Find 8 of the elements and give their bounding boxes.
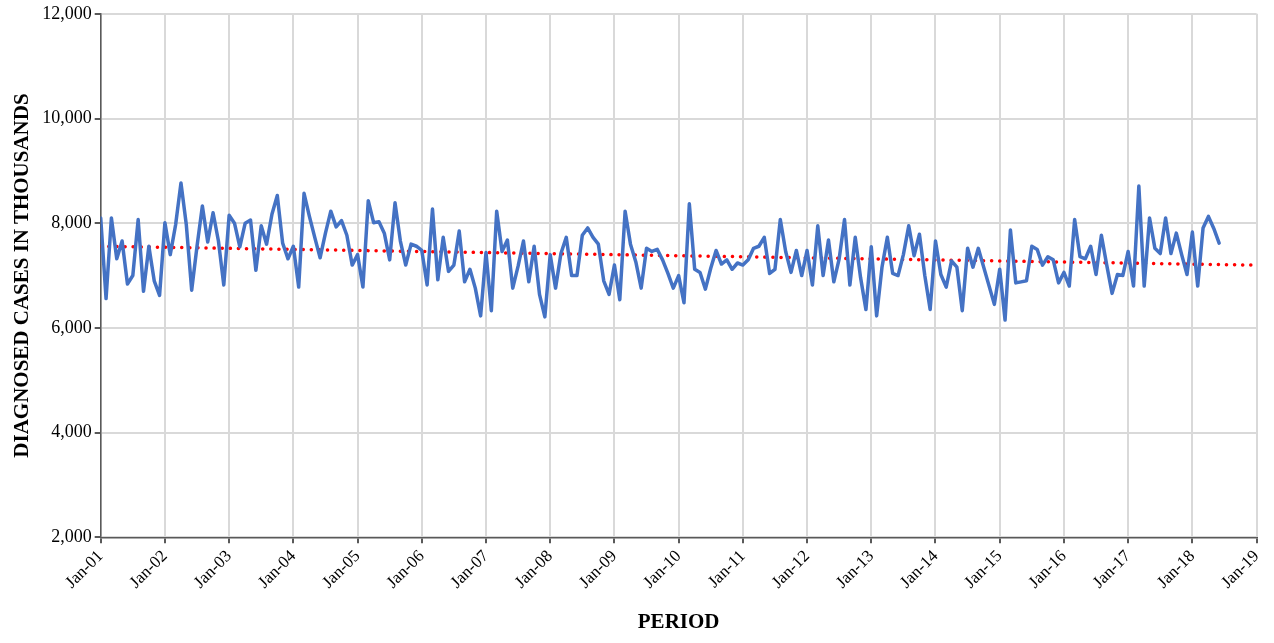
- y-tick-label: 2,000: [51, 526, 92, 547]
- y-tick-label: 4,000: [51, 421, 92, 442]
- y-tick-label: 12,000: [42, 2, 92, 23]
- y-axis-title: DIAGNOSED CASES IN THOUSANDS: [9, 93, 34, 458]
- y-tick-label: 6,000: [51, 316, 92, 337]
- y-tick-label: 10,000: [42, 107, 92, 128]
- y-tick-label: 8,000: [51, 211, 92, 232]
- x-axis-title: PERIOD: [637, 608, 720, 633]
